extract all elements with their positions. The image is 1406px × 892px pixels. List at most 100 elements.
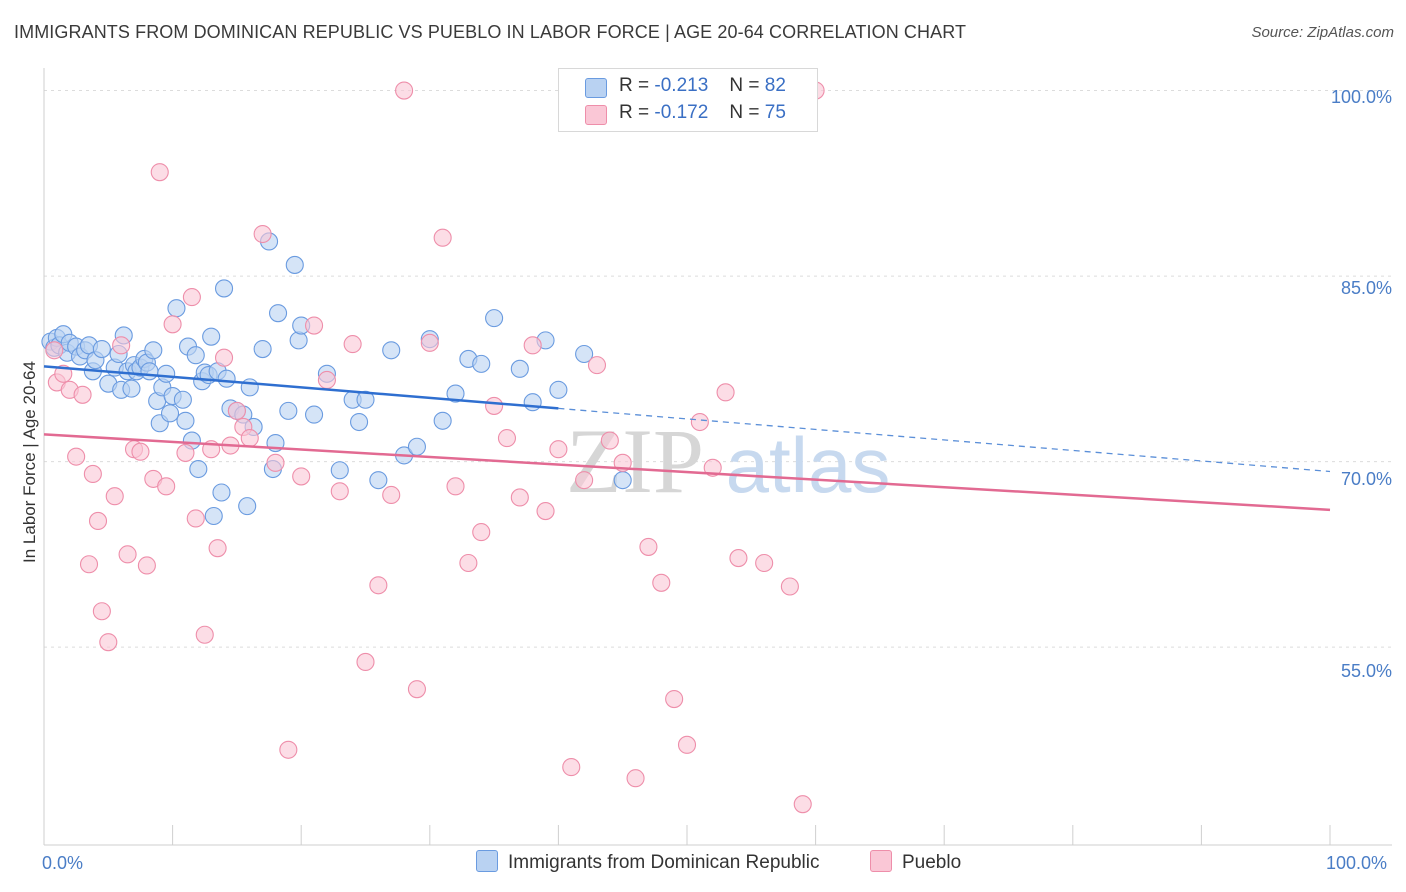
point-dominican — [240, 378, 259, 397]
point-dominican — [356, 390, 375, 409]
point-dominican — [305, 405, 324, 424]
point-pueblo — [131, 442, 150, 461]
legend-n-label: N = — [729, 102, 760, 123]
point-pueblo — [587, 356, 607, 375]
point-dominican — [446, 384, 465, 403]
point-dominican — [167, 299, 186, 318]
point-dominican — [269, 304, 288, 323]
point-pueblo — [510, 488, 529, 507]
bottom-legend-dominican: Immigrants from Dominican Republic — [476, 850, 820, 874]
y-tick-label-55: 55.0% — [1340, 661, 1392, 681]
point-pueblo — [83, 464, 102, 484]
bottom-legend-swatch-pink — [870, 850, 892, 872]
point-pueblo — [382, 485, 401, 505]
point-pueblo — [343, 335, 362, 354]
point-dominican — [350, 412, 369, 432]
point-pueblo — [485, 396, 504, 415]
point-pueblo — [575, 471, 594, 490]
trend-line-pueblo — [43, 433, 1331, 512]
watermark: ZIP atlas — [566, 410, 890, 512]
source-credit: Source: ZipAtlas.com — [1251, 24, 1394, 41]
bottom-legend-pueblo: Pueblo — [870, 850, 961, 874]
point-dominican — [92, 339, 111, 359]
legend-swatch-blue — [585, 78, 607, 98]
point-pueblo — [395, 81, 414, 100]
y-tick-label-100: 100.0% — [1330, 87, 1392, 107]
point-dominican — [407, 437, 426, 456]
bottom-legend-label-dominican: Immigrants from Dominican Republic — [508, 852, 820, 873]
point-dominican — [285, 255, 304, 274]
point-pueblo — [157, 477, 176, 496]
point-pueblo — [176, 443, 195, 462]
point-pueblo — [105, 487, 124, 506]
point-pueblo — [279, 740, 298, 759]
point-dominican — [176, 411, 195, 430]
x-tick-label-min: 0.0% — [42, 853, 84, 873]
point-pueblo — [536, 502, 555, 521]
trend-line-dominican-extrapolated — [558, 407, 1331, 473]
point-pueblo — [472, 523, 491, 542]
watermark-zip: ZIP — [566, 410, 704, 512]
point-pueblo — [79, 555, 99, 574]
axes — [43, 68, 1392, 846]
point-dominican — [369, 471, 388, 490]
point-pueblo — [433, 228, 452, 247]
point-pueblo — [446, 477, 465, 496]
point-pueblo — [549, 440, 568, 459]
point-dominican — [122, 379, 141, 398]
point-pueblo — [677, 735, 697, 754]
point-dominican — [330, 461, 349, 480]
point-dominican — [204, 506, 223, 526]
point-pueblo — [195, 625, 214, 644]
point-dominican — [575, 344, 594, 364]
point-dominican — [485, 309, 504, 328]
point-pueblo — [240, 429, 259, 448]
point-pueblo — [407, 680, 426, 699]
point-pueblo — [292, 467, 311, 486]
point-pueblo — [420, 333, 439, 352]
point-pueblo — [369, 576, 388, 595]
point-pueblo — [317, 370, 336, 390]
point-pueblo — [92, 602, 111, 621]
point-pueblo — [755, 553, 774, 573]
point-pueblo — [266, 453, 285, 472]
point-pueblo — [163, 315, 182, 334]
x-tick-label-max: 100.0% — [1326, 853, 1388, 873]
point-dominican — [472, 354, 491, 373]
legend-r-label: R = — [619, 75, 650, 96]
bottom-legend-swatch-blue — [476, 850, 498, 872]
trend-line-dominican — [43, 365, 559, 410]
point-pueblo — [665, 690, 684, 709]
point-dominican — [217, 369, 236, 388]
point-dominican — [253, 339, 272, 359]
point-pueblo — [208, 539, 227, 558]
point-pueblo — [703, 458, 722, 477]
point-dominican — [289, 331, 308, 350]
point-pueblo — [182, 288, 201, 307]
point-pueblo — [88, 511, 108, 531]
point-pueblo — [652, 573, 671, 592]
legend-n-value-dominican: 82 — [764, 75, 786, 96]
point-dominican — [382, 341, 401, 360]
point-pueblo — [253, 224, 272, 244]
point-pueblo — [562, 758, 581, 777]
point-dominican — [140, 362, 159, 381]
point-pueblo — [99, 633, 118, 652]
gridlines — [44, 90, 1392, 648]
point-pueblo — [729, 549, 748, 568]
point-pueblo — [227, 401, 246, 420]
point-pueblo — [186, 509, 205, 528]
point-dominican — [202, 327, 221, 346]
point-pueblo — [356, 652, 375, 672]
point-dominican — [144, 341, 163, 360]
point-pueblo — [690, 412, 709, 432]
legend-r-value-dominican: -0.213 — [654, 75, 709, 96]
y-axis-label: In Labor Force | Age 20-64 — [20, 361, 39, 563]
point-pueblo — [67, 447, 86, 466]
point-pueblo — [716, 383, 735, 402]
point-pueblo — [639, 537, 658, 556]
point-pueblo — [214, 348, 234, 367]
point-dominican — [433, 411, 452, 430]
point-pueblo — [497, 429, 517, 448]
